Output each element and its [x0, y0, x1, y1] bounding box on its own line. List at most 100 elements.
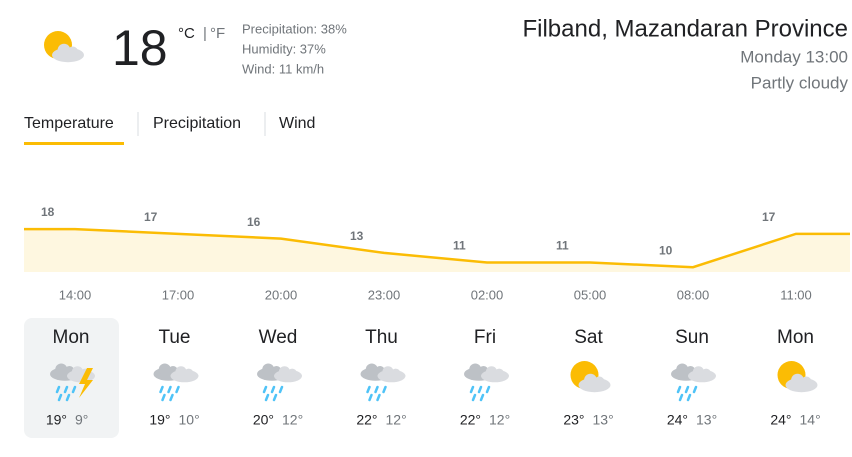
time-label: 08:00 [677, 287, 710, 302]
cloud [584, 373, 597, 387]
time-label: 17:00 [162, 287, 195, 302]
rain-drop [55, 385, 61, 394]
low-temp: 10° [179, 412, 200, 428]
unit-c[interactable]: °C [178, 25, 195, 42]
high-temp: 23° [563, 412, 584, 428]
rain-drop [678, 393, 684, 402]
rain-drop [57, 393, 63, 402]
low-temp: 12° [282, 412, 303, 428]
lightning [79, 368, 93, 398]
day-card[interactable]: Sat 23° 13° [563, 327, 613, 428]
rain-drop [485, 385, 491, 394]
cloud [692, 366, 705, 378]
rain-drop [71, 385, 77, 394]
tab[interactable]: Precipitation [153, 115, 241, 132]
unit-sep: | [203, 25, 207, 42]
rain-drop [63, 385, 69, 394]
day-card[interactable]: Mon 19° 9° [46, 327, 95, 428]
rain-drop [161, 393, 166, 402]
time-label: 05:00 [574, 287, 607, 302]
tab-indicator [24, 142, 124, 145]
rain-drop [471, 393, 477, 402]
cloud [67, 46, 79, 58]
cloud [57, 43, 71, 57]
day-card[interactable]: Tue 19° 10° [149, 327, 199, 428]
low-temp: 13° [696, 412, 717, 428]
rain-drop [278, 385, 284, 394]
cloud [262, 363, 275, 376]
rain-drop [65, 393, 71, 402]
cloud [594, 376, 605, 388]
cloud [184, 368, 194, 378]
cloud [158, 363, 171, 376]
cloud [676, 363, 689, 376]
temperature-area [24, 229, 850, 272]
cloud [469, 363, 482, 376]
rain-drop [477, 385, 483, 394]
day: Mon [53, 327, 90, 348]
current-icon [44, 31, 84, 63]
tab[interactable]: Temperature [24, 115, 114, 132]
time-label: 14:00 [59, 287, 92, 302]
high-temp: 24° [667, 412, 688, 428]
rain-drop [686, 393, 692, 402]
rain-drop [270, 385, 276, 394]
wind: Wind: 11 km/h [242, 61, 324, 76]
time: Monday 13:00 [740, 47, 848, 66]
data-label: 13 [350, 229, 364, 243]
high-temp: 19° [46, 412, 67, 428]
rain-drop [159, 385, 164, 394]
condition: Partly cloudy [751, 73, 849, 92]
day-card[interactable]: Thu 22° 12° [356, 327, 406, 428]
rain-drop [676, 385, 682, 394]
rain-drop [684, 385, 690, 394]
data-label: 18 [41, 205, 55, 219]
unit-f[interactable]: °F [210, 25, 225, 42]
data-label: 11 [453, 239, 466, 253]
tab[interactable]: Wind [279, 115, 315, 132]
day: Mon [777, 327, 814, 348]
cloud [365, 363, 378, 376]
day-card[interactable]: Mon 24° 14° [770, 327, 820, 428]
high-temp: 22° [356, 412, 377, 428]
time-label: 11:00 [780, 287, 812, 302]
cloud [278, 366, 291, 378]
data-label: 10 [659, 243, 673, 257]
high-temp: 19° [149, 412, 170, 428]
day-card[interactable]: Sun 24° 13° [667, 327, 717, 428]
humidity: Humidity: 37% [242, 41, 326, 56]
data-label: 11 [556, 239, 569, 253]
current-temp: 18 [112, 20, 168, 76]
high-temp: 22° [460, 412, 481, 428]
rain-drop [175, 385, 180, 394]
day: Sat [574, 327, 603, 348]
data-label: 16 [247, 215, 261, 229]
cloud [391, 368, 401, 378]
day-card[interactable]: Wed 20° 12° [253, 327, 303, 428]
data-label: 17 [762, 210, 776, 224]
location: Filband, Mazandaran Province [522, 15, 848, 42]
rain-drop [169, 393, 174, 402]
day: Fri [474, 327, 496, 348]
day: Tue [158, 327, 190, 348]
data-label: 17 [144, 210, 158, 224]
temperature-line [24, 227, 850, 269]
rain-drop [382, 385, 387, 394]
rain-drop [167, 385, 172, 394]
cloud [791, 373, 804, 387]
cloud [382, 366, 394, 378]
time-label: 23:00 [368, 287, 401, 302]
low-temp: 12° [386, 412, 407, 428]
rain-drop [272, 393, 278, 402]
cloud [55, 363, 68, 376]
rain-drop [262, 385, 268, 394]
rain-drop [374, 385, 379, 394]
rain-drop [479, 393, 485, 402]
time-label: 02:00 [471, 287, 504, 302]
cloud [494, 368, 504, 378]
precipitation: Precipitation: 38% [242, 21, 347, 36]
day-card[interactable]: Fri 22° 12° [460, 327, 510, 428]
rain-drop [469, 385, 475, 394]
cloud [71, 366, 84, 378]
